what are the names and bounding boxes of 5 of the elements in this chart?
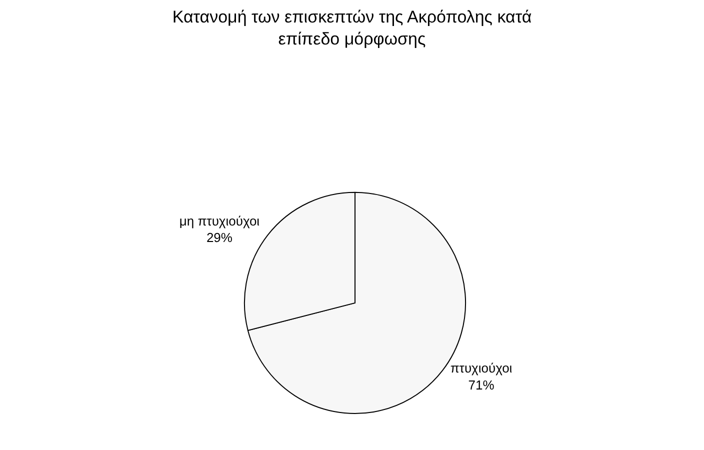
data-label: 29% <box>206 230 233 246</box>
data-label: 71% <box>468 378 495 393</box>
slice-label: πτυχιούχοι <box>450 360 512 376</box>
chart-title: Κατανομή των επισκεπτών της Ακρόπολης κατά επίπεδο μόρφωσης <box>172 8 532 49</box>
slice-label: μη πτυχιούχοι <box>179 213 260 228</box>
